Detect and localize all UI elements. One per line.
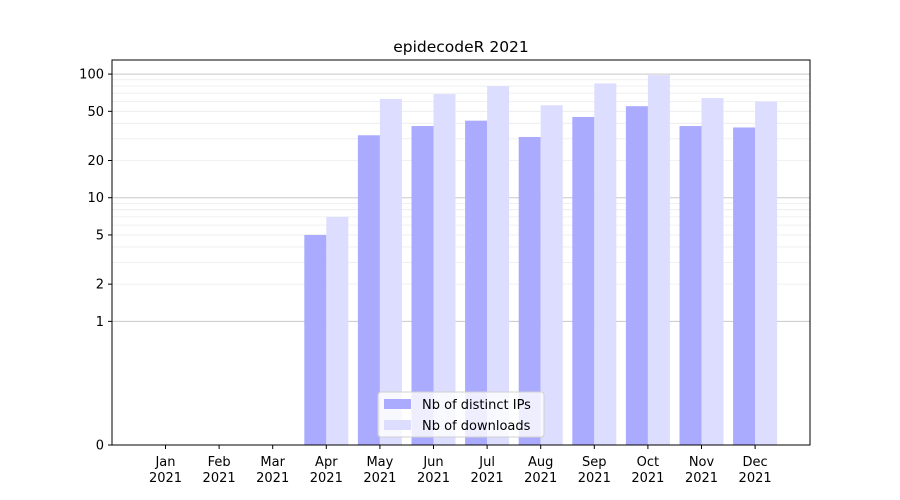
bar-distinct-ips [465, 120, 488, 446]
x-axis: Jan 2021 Feb 2021 Mar 2021 Apr 2021 May 2021 Jun 20… [149, 445, 772, 486]
chart-title: epidecodeR 2021 [393, 38, 529, 56]
legend-label: Nb of downloads [422, 419, 531, 434]
x-tick-label: Jun 2021 [417, 455, 450, 486]
legend-swatch [384, 420, 411, 430]
y-tick-label: 10 [87, 191, 104, 206]
x-tick-label: Nov 2021 [685, 455, 718, 486]
y-tick-label: 2 [96, 278, 104, 293]
x-tick-label: Apr 2021 [310, 455, 343, 486]
bar-downloads [379, 98, 402, 445]
plot-frame [111, 59, 811, 446]
y-tick-label: 20 [87, 154, 104, 169]
x-tick-label: Jul 2021 [471, 455, 504, 486]
legend-label: Nb of distinct IPs [422, 398, 531, 413]
bar-distinct-ips [625, 106, 648, 445]
y-tick-label: 1 [96, 315, 104, 330]
bar-downloads [433, 94, 456, 445]
x-tick-label: Oct 2021 [631, 455, 664, 486]
bar-distinct-ips [572, 116, 595, 445]
bar-distinct-ips [357, 135, 380, 445]
bar-distinct-ips [733, 127, 756, 446]
bar-downloads [487, 86, 510, 446]
bar-downloads [326, 216, 349, 445]
x-tick-label: Feb 2021 [203, 455, 236, 486]
y-tick-label: 50 [87, 105, 104, 120]
x-tick-label: Mar 2021 [256, 455, 289, 486]
x-tick-label: May 2021 [363, 455, 396, 486]
x-tick-label: Dec 2021 [739, 455, 772, 486]
bar-distinct-ips [304, 234, 327, 445]
x-tick-label: Jan 2021 [149, 455, 182, 486]
bar-distinct-ips [411, 126, 434, 445]
y-tick-label: 5 [96, 228, 104, 243]
x-tick-label: Aug 2021 [524, 455, 557, 486]
legend: Nb of distinct IPs Nb of downloads [377, 391, 545, 438]
legend-swatch [384, 399, 411, 409]
legend-box [377, 391, 545, 438]
x-tick-label: Sep 2021 [578, 455, 611, 486]
y-axis: 0 1 2 5 10 20 50 100 [79, 68, 112, 454]
bar-distinct-ips [518, 136, 541, 445]
y-tick-label: 0 [96, 439, 104, 454]
bar-downloads [701, 98, 724, 445]
bar-downloads [647, 75, 670, 445]
bars [304, 75, 778, 446]
bar-downloads [540, 105, 563, 445]
bar-distinct-ips [679, 126, 702, 445]
bar-downloads [594, 83, 617, 445]
bar-downloads [755, 101, 778, 445]
grid-lines [112, 73, 810, 322]
y-tick-label: 100 [79, 68, 104, 83]
